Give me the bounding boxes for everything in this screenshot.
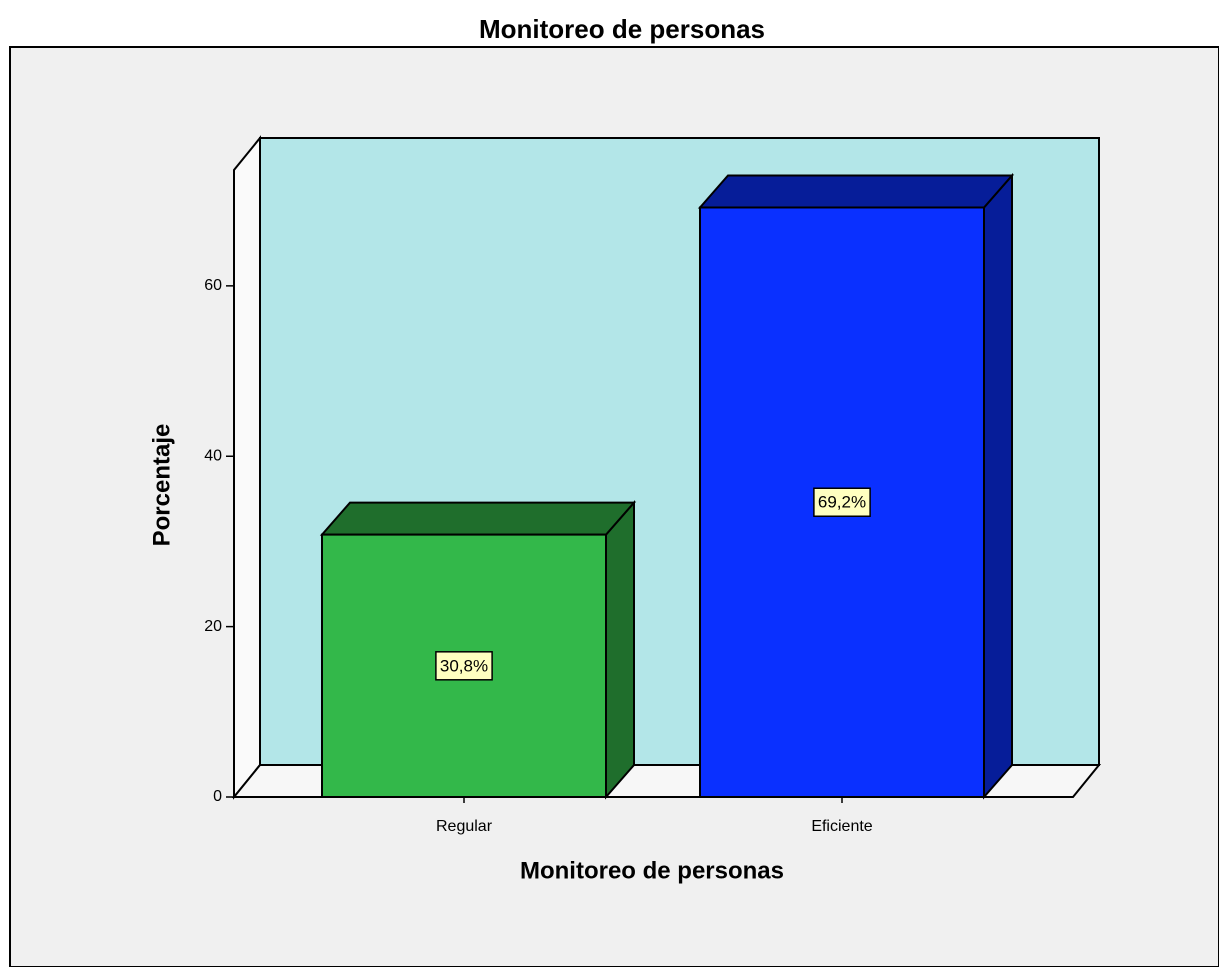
y-tick-label: 40 xyxy=(204,447,222,464)
value-label-box xyxy=(435,651,493,681)
value-label-box xyxy=(813,487,871,517)
y-tick-label: 20 xyxy=(204,618,222,635)
value-label: 30,8% xyxy=(440,656,488,675)
bar-front xyxy=(699,206,985,798)
x-tick-label: Eficiente xyxy=(811,818,872,835)
x-axis-label: Monitoreo de personas xyxy=(520,857,784,884)
x-tick-label: Regular xyxy=(436,818,493,835)
bar-side xyxy=(983,172,1013,800)
bar-top xyxy=(697,174,1015,209)
value-label: 69,2% xyxy=(818,493,866,512)
y-tick-label: 0 xyxy=(213,788,222,805)
side-wall xyxy=(233,135,261,800)
bar xyxy=(697,172,1015,800)
y-axis-label: Porcentaje xyxy=(148,424,175,547)
bar-top xyxy=(319,501,637,536)
bar-side xyxy=(605,499,635,800)
y-tick-label: 60 xyxy=(204,277,222,294)
chart-title: Monitoreo de personas xyxy=(479,14,765,44)
bar xyxy=(319,499,637,800)
